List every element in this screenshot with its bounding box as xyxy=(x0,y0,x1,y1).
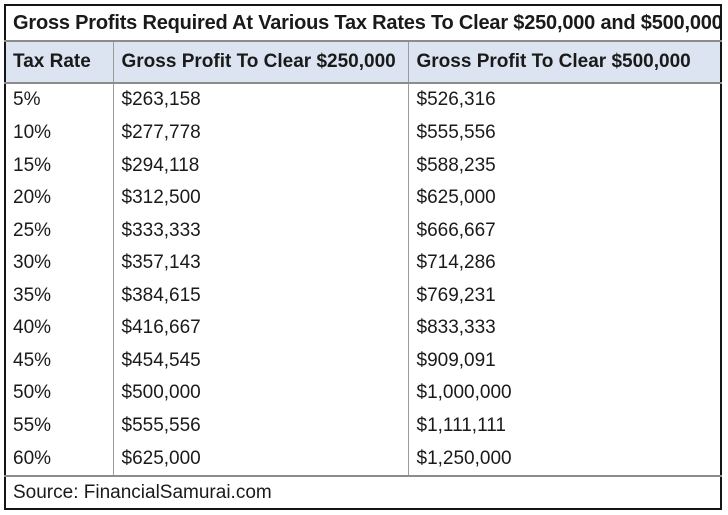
table-row: 25% $333,333 $666,667 xyxy=(5,214,721,247)
profit-500k-cell: $555,556 xyxy=(407,116,721,150)
tax-rate-cell: 20% xyxy=(13,187,52,209)
profit-500k-cell: $1,111,111 xyxy=(407,409,721,443)
profit-500k-cell: $1,000,000 xyxy=(407,377,721,410)
tax-rate-cell: 60% xyxy=(13,447,52,469)
table-row: 5% $263,158 $526,316 xyxy=(5,83,721,117)
column-header-tax-rate: Tax Rate xyxy=(5,41,113,84)
profit-250k-cell: $625,000 xyxy=(112,442,408,476)
tax-rate-cell: 5% xyxy=(13,89,41,111)
profit-500k-cell: $588,235 xyxy=(407,149,721,182)
profit-250k-cell: $555,556 xyxy=(112,409,408,443)
table-title: Gross Profits Required At Various Tax Ra… xyxy=(5,5,721,42)
column-header-profit-250k: Gross Profit To Clear $250,000 xyxy=(112,41,408,84)
table-row: 20% $312,500 $625,000 xyxy=(5,181,721,215)
profit-250k-cell: $416,667 xyxy=(112,311,408,345)
tax-rate-cell: 30% xyxy=(13,252,52,274)
table-row: 55% $555,556 $1,111,111 xyxy=(5,409,721,443)
tax-rate-cell: 25% xyxy=(13,219,52,241)
profit-250k-cell: $312,500 xyxy=(112,181,408,215)
tax-rate-cell: 40% xyxy=(13,317,52,339)
profit-250k-cell: $294,118 xyxy=(112,149,408,182)
profit-250k-cell: $500,000 xyxy=(112,377,408,410)
profit-250k-cell: $333,333 xyxy=(112,214,408,247)
profit-250k-cell: $277,778 xyxy=(112,116,408,150)
table-row: 30% $357,143 $714,286 xyxy=(5,246,721,280)
tax-rate-cell: 10% xyxy=(13,122,52,144)
gross-profit-table: Gross Profits Required At Various Tax Ra… xyxy=(4,4,722,510)
profit-500k-cell: $526,316 xyxy=(407,83,721,117)
profit-500k-cell: $909,091 xyxy=(407,344,721,377)
tax-rate-cell: 35% xyxy=(13,284,52,306)
column-header-profit-500k: Gross Profit To Clear $500,000 xyxy=(407,41,721,84)
tax-rate-cell: 45% xyxy=(13,349,52,371)
profit-250k-cell: $357,143 xyxy=(112,246,408,280)
profit-250k-cell: $384,615 xyxy=(112,279,408,312)
table-row: 40% $416,667 $833,333 xyxy=(5,311,721,345)
tax-rate-cell: 15% xyxy=(13,154,52,176)
profit-500k-cell: $1,250,000 xyxy=(407,442,721,476)
tax-rate-cell: 50% xyxy=(13,382,52,404)
table-row: 35% $384,615 $769,231 xyxy=(5,279,721,312)
header-row: Tax Rate Gross Profit To Clear $250,000 … xyxy=(5,41,721,84)
title-row: Gross Profits Required At Various Tax Ra… xyxy=(5,5,721,42)
profit-500k-cell: $625,000 xyxy=(407,181,721,215)
table-row: 60% $625,000 $1,250,000 xyxy=(5,442,721,476)
table-row: 10% $277,778 $555,556 xyxy=(5,116,721,150)
tax-rate-cell: 55% xyxy=(13,414,52,436)
profit-500k-cell: $769,231 xyxy=(407,279,721,312)
profit-250k-cell: $263,158 xyxy=(112,83,408,117)
table-row: 50% $500,000 $1,000,000 xyxy=(5,377,721,410)
table-row: 45% $454,545 $909,091 xyxy=(5,344,721,377)
table-body: 5% $263,158 $526,316 10% $277,778 $555,556 15%… xyxy=(5,83,721,476)
profit-500k-cell: $833,333 xyxy=(407,311,721,345)
table-row: 15% $294,118 $588,235 xyxy=(5,149,721,182)
profit-500k-cell: $714,286 xyxy=(407,246,721,280)
profit-250k-cell: $454,545 xyxy=(112,344,408,377)
profit-500k-cell: $666,667 xyxy=(407,214,721,247)
profit-table-container: Gross Profits Required At Various Tax Ra… xyxy=(4,4,722,510)
source-row: Source: FinancialSamurai.com xyxy=(5,475,721,509)
source-attribution: Source: FinancialSamurai.com xyxy=(5,475,721,509)
